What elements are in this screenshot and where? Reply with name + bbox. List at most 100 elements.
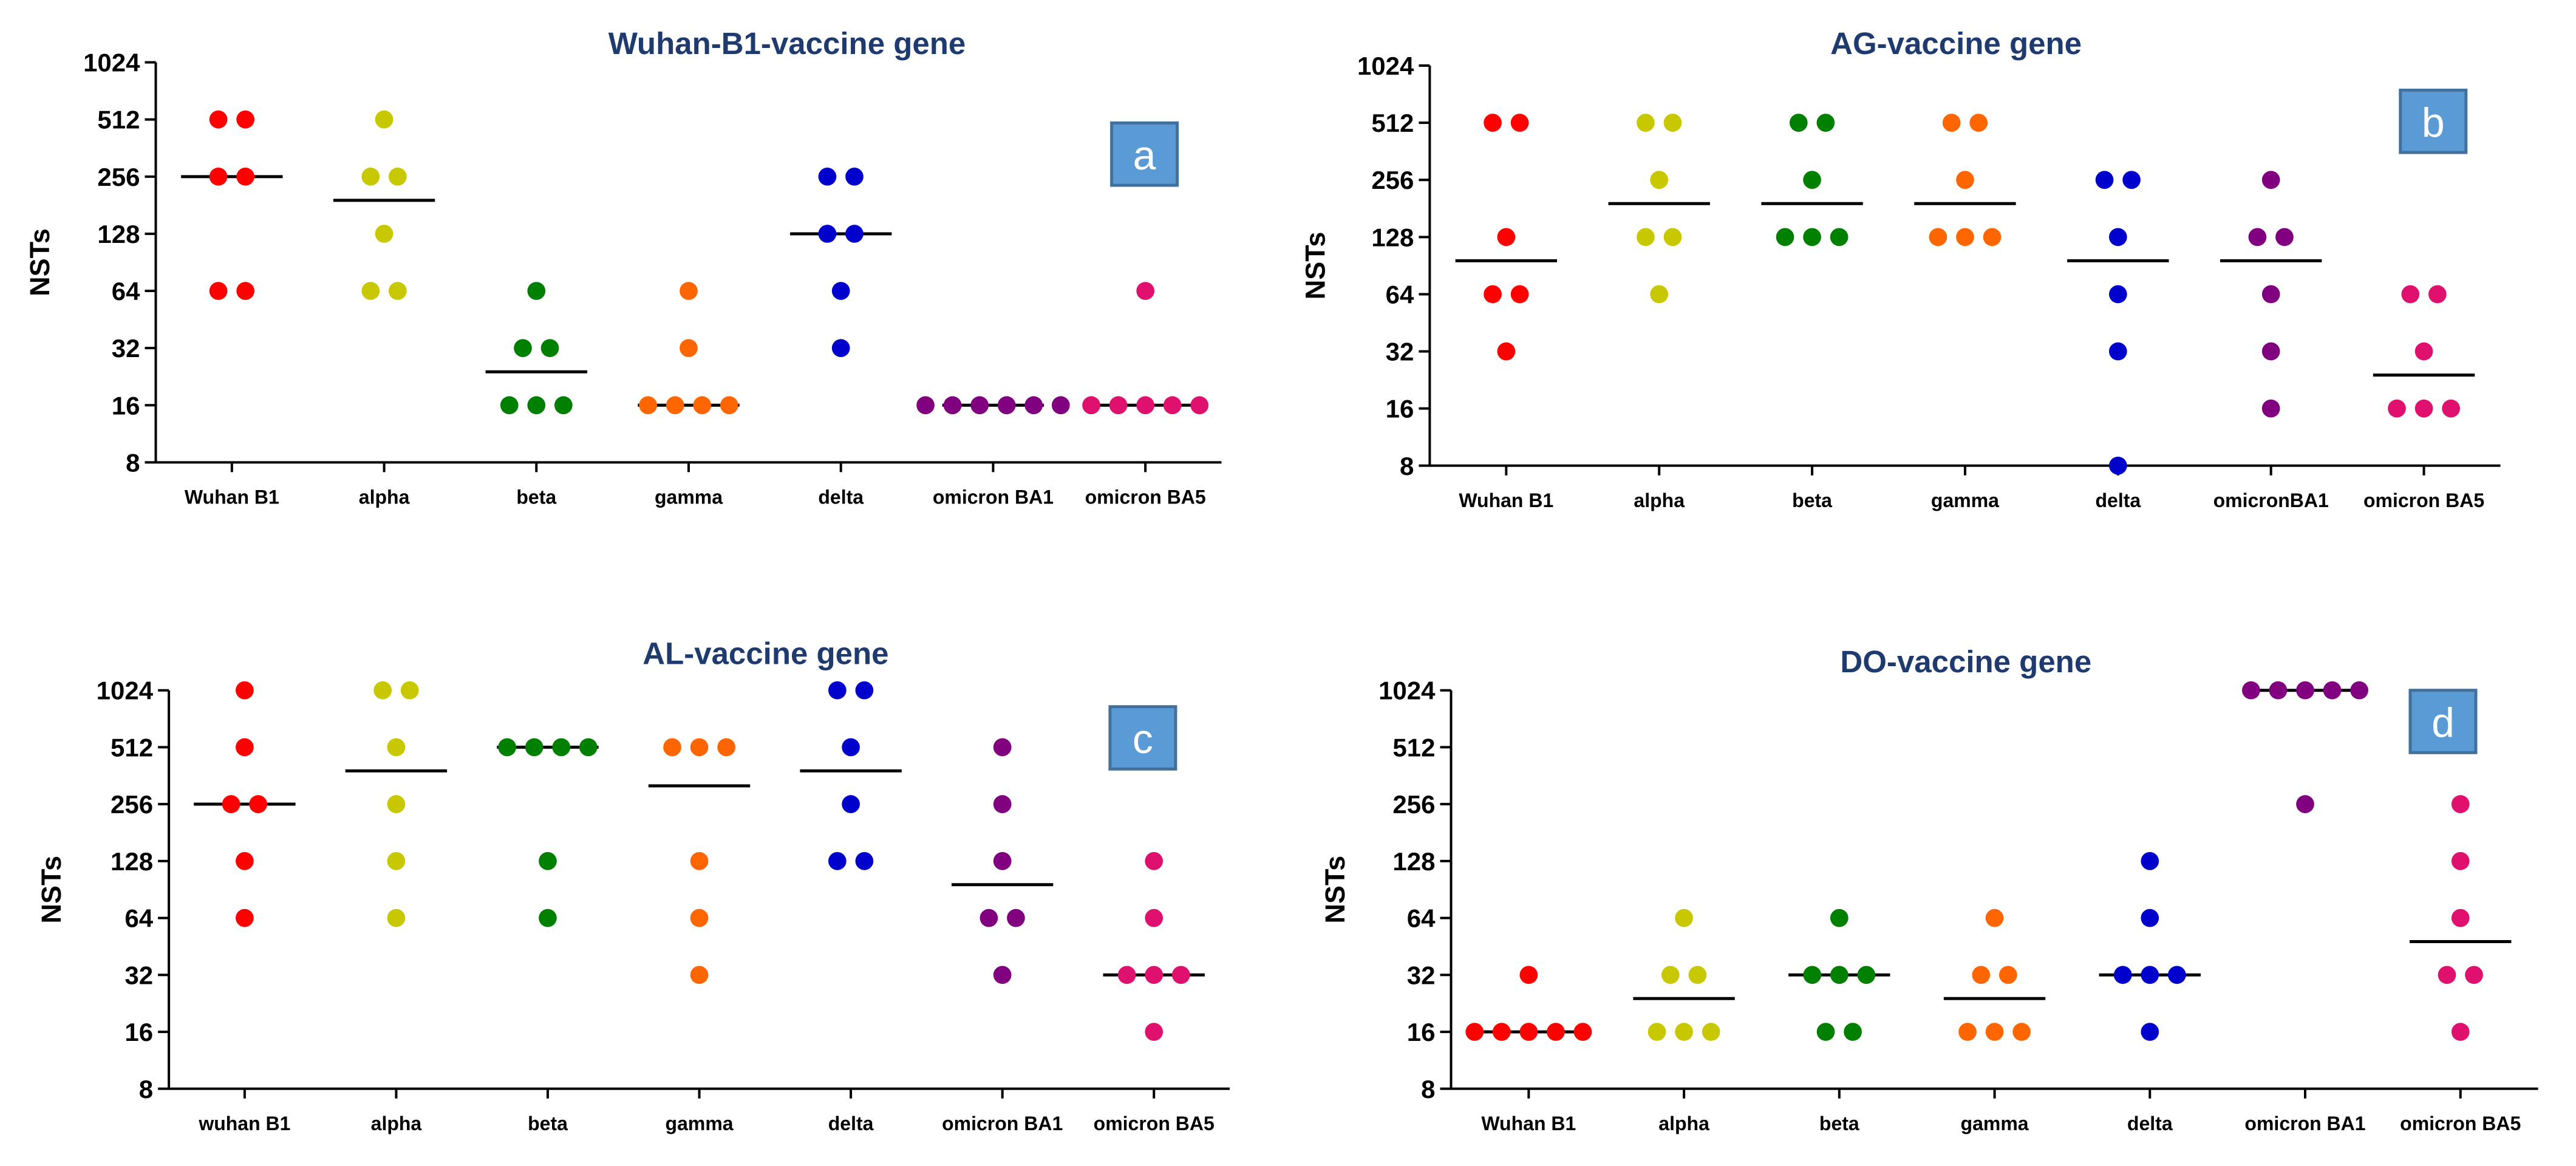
chart-title: DO-vaccine gene	[1840, 644, 2091, 679]
data-point	[375, 110, 394, 129]
y-tick-label: 256	[111, 790, 153, 819]
data-point	[993, 795, 1012, 814]
data-point	[236, 852, 254, 870]
data-point	[2401, 285, 2420, 304]
data-point	[1136, 396, 1154, 415]
data-point	[387, 909, 406, 927]
y-tick-label: 64	[1407, 904, 1436, 933]
data-point	[361, 167, 380, 186]
y-tick-label: 128	[97, 220, 140, 248]
data-point	[539, 852, 557, 870]
y-tick-label: 16	[124, 1018, 153, 1046]
y-tick-label: 32	[1407, 961, 1436, 989]
data-point	[554, 396, 573, 415]
panel-label: c	[1133, 716, 1153, 762]
data-point	[2248, 228, 2267, 247]
data-point	[2451, 795, 2470, 814]
data-point	[2350, 681, 2368, 700]
data-point	[1675, 1023, 1693, 1041]
x-tick-label: alpha	[1634, 489, 1685, 511]
data-point	[831, 339, 850, 358]
data-point	[400, 681, 419, 700]
x-tick-label: gamma	[1961, 1113, 2029, 1134]
data-point	[666, 396, 684, 415]
x-tick-label: delta	[828, 1113, 874, 1134]
data-point	[1702, 1023, 1720, 1041]
data-point	[845, 167, 864, 186]
chart-panel-a: Wuhan-B1-vaccine gene 8 16 32 64 128 256 512 102…	[24, 26, 1222, 508]
x-tick-label: delta	[2127, 1113, 2173, 1134]
data-point	[1776, 228, 1794, 247]
data-point	[1969, 114, 1988, 132]
data-point	[1661, 966, 1680, 984]
y-tick-label: 256	[1392, 790, 1435, 819]
y-tick-label: 128	[1371, 223, 1414, 251]
chart-title: Wuhan-B1-vaccine gene	[608, 26, 966, 61]
data-point	[2451, 909, 2470, 927]
panel-label-box	[1108, 705, 1177, 771]
x-tick-label: gamma	[1931, 489, 1999, 511]
x-tick-label: omicron BA1	[942, 1113, 1063, 1134]
data-point	[1051, 396, 1070, 415]
data-point	[1145, 909, 1164, 927]
data-point	[993, 738, 1012, 757]
y-tick-label: 256	[97, 163, 140, 191]
data-point	[1929, 228, 1947, 247]
x-tick-label: gamma	[666, 1113, 734, 1134]
data-point	[1985, 909, 2004, 927]
data-point	[855, 681, 874, 700]
data-point	[1171, 966, 1190, 984]
data-point	[2261, 399, 2280, 418]
data-point	[1510, 114, 1529, 132]
data-point	[387, 852, 406, 870]
data-point	[2261, 285, 2280, 304]
data-point	[2451, 852, 2470, 870]
data-point	[1136, 282, 1154, 300]
y-tick-label: 128	[1392, 847, 1435, 876]
data-point	[2296, 795, 2314, 814]
data-point	[1497, 228, 1516, 247]
data-point	[2012, 1023, 2031, 1041]
data-point	[720, 396, 738, 415]
x-tick-label: alpha	[371, 1113, 422, 1134]
y-tick-label: 512	[97, 106, 140, 134]
data-point	[579, 738, 598, 757]
chart-title: AG-vaccine gene	[1830, 26, 2082, 61]
y-tick-label: 512	[1392, 733, 1435, 762]
data-point	[693, 396, 712, 415]
panel-label: d	[2431, 700, 2455, 746]
data-point	[680, 339, 698, 358]
data-point	[1163, 396, 1182, 415]
data-point	[539, 909, 557, 927]
data-point	[2442, 399, 2460, 418]
data-point	[236, 167, 254, 186]
x-tick-label: wuhan B1	[198, 1113, 290, 1134]
data-point	[717, 738, 735, 757]
data-point	[1663, 114, 1682, 132]
y-axis-label: NSTs	[1320, 856, 1351, 924]
data-point	[387, 795, 406, 814]
data-point	[1985, 1023, 2004, 1041]
x-tick-label: omicronBA1	[2213, 489, 2329, 511]
y-tick-label: 16	[112, 391, 140, 420]
data-point	[970, 396, 989, 415]
data-point	[2122, 171, 2141, 189]
data-point	[1663, 228, 1682, 247]
data-point	[236, 909, 254, 927]
data-point	[236, 110, 254, 129]
y-tick-label: 32	[112, 334, 140, 363]
data-point	[209, 282, 228, 300]
data-point	[2095, 171, 2114, 189]
data-point	[1956, 171, 1974, 189]
data-point	[2108, 228, 2127, 247]
data-point	[388, 167, 407, 186]
panel-label: a	[1133, 132, 1156, 179]
y-tick-label: 1024	[1357, 52, 1414, 80]
data-point	[997, 396, 1016, 415]
chart-panel-d: DO-vaccine gene 8 16 32 64 128 256 512 1024 NSTs W…	[1320, 644, 2538, 1134]
y-tick-label: 8	[1400, 452, 1414, 480]
data-point	[1956, 228, 1974, 247]
y-axis-label: NSTs	[36, 856, 67, 924]
data-point	[993, 852, 1012, 870]
